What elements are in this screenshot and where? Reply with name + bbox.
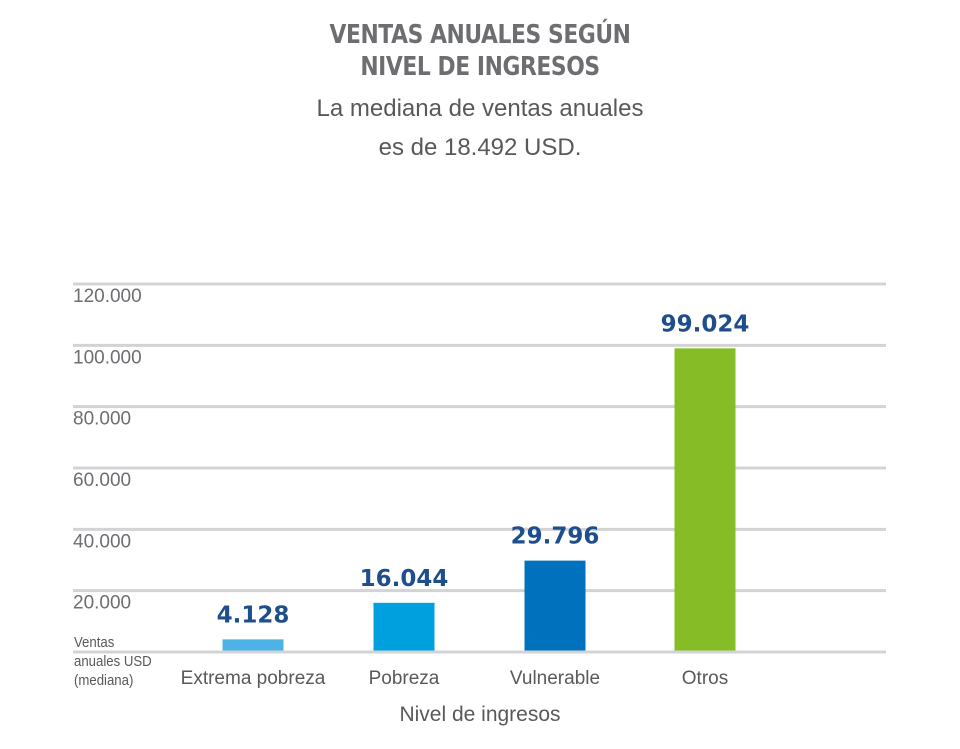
y-tick-label: 120.000: [73, 286, 142, 307]
y-axis-label-line: Ventas: [74, 633, 114, 650]
x-tick-label: Otros: [682, 668, 728, 689]
y-axis-label-line: anuales USD: [74, 652, 152, 669]
bar-value-label: 16.044: [360, 566, 449, 592]
bar-pobreza: [373, 602, 435, 651]
chart-title-line1: VENTAS ANUALES SEGÚN: [329, 20, 631, 50]
x-tick-label: Pobreza: [369, 668, 440, 689]
chart-subtitle-line2: es de 18.492 USD.: [378, 134, 582, 161]
y-tick-label: 80.000: [73, 409, 131, 430]
y-tick-label: 60.000: [73, 470, 131, 491]
bar-value-label: 29.796: [511, 524, 600, 550]
bar-value-label: 99.024: [661, 311, 750, 337]
chart-subtitle-line1: La mediana de ventas anuales: [316, 95, 644, 122]
x-axis-label: Nivel de ingresos: [399, 703, 560, 726]
y-tick-label: 100.000: [73, 347, 142, 368]
chart-title-line2: NIVEL DE INGRESOS: [360, 52, 600, 82]
x-tick-label: Extrema pobreza: [181, 668, 326, 689]
x-tick-label: Vulnerable: [510, 668, 600, 689]
bar-extrema-pobreza: [222, 639, 284, 651]
bar-vulnerable: [524, 560, 586, 651]
bar-value-label: 4.128: [217, 602, 290, 628]
bar-otros: [674, 348, 736, 651]
y-axis-label-line: (mediana): [74, 671, 133, 688]
y-tick-label: 20.000: [73, 593, 131, 614]
y-tick-label: 40.000: [73, 531, 131, 552]
